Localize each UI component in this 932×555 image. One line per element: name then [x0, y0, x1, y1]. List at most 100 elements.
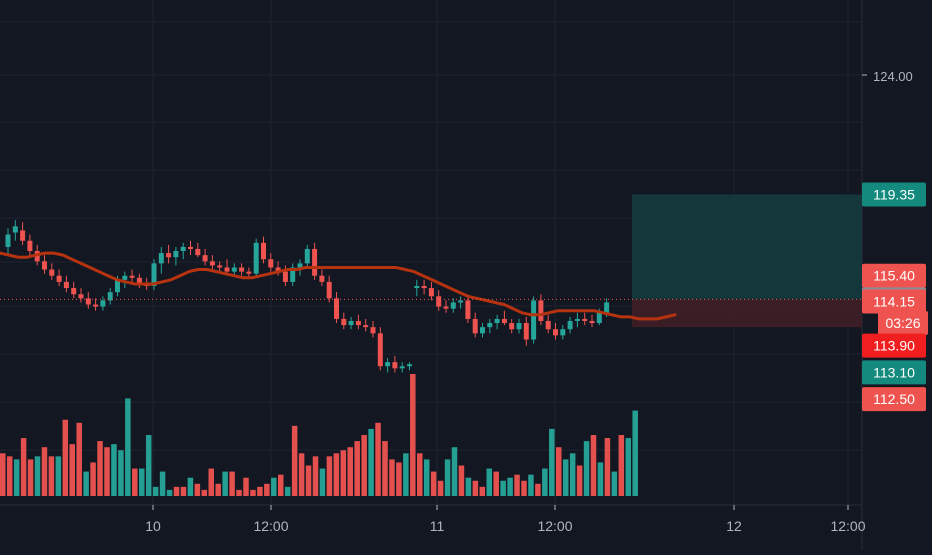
volume-bar — [486, 468, 492, 496]
volume-bar — [187, 477, 194, 496]
candle-body — [501, 318, 507, 324]
price-badge — [862, 360, 926, 385]
candle-body — [129, 275, 135, 278]
candle-body — [567, 320, 573, 330]
price-badge-label: 113.10 — [873, 364, 915, 380]
candle-body — [560, 329, 566, 336]
volume-bar — [201, 489, 208, 496]
volume-bar — [549, 428, 555, 496]
volume-bar — [521, 480, 527, 496]
candle-body — [436, 296, 442, 307]
volume-bar — [27, 459, 34, 496]
volume-bar — [479, 486, 486, 496]
candle-body — [399, 366, 405, 369]
volume-bar — [597, 462, 604, 496]
candle-body — [355, 320, 361, 326]
candle-body — [377, 333, 383, 367]
candle-body — [428, 288, 434, 297]
candle-body — [370, 327, 376, 334]
candle-body — [71, 288, 77, 295]
candle-body — [180, 246, 186, 252]
volume-bar — [354, 441, 360, 496]
volume-bar — [604, 438, 611, 496]
volume-bar — [271, 477, 277, 496]
volume-bar — [20, 438, 27, 496]
candle-body — [385, 362, 391, 367]
volume-bar — [583, 441, 590, 496]
volume-bar — [500, 480, 506, 496]
ma-line — [0, 251, 677, 321]
candle-body — [217, 265, 223, 268]
volume-bar — [48, 456, 55, 496]
candle-body — [414, 286, 420, 289]
time-label: 12 — [726, 518, 742, 534]
volume-bar — [284, 486, 291, 496]
volume-bar — [430, 471, 437, 496]
volume-bar — [145, 435, 152, 496]
time-label: 12:00 — [253, 518, 288, 534]
candle-body — [596, 312, 602, 324]
candle-body — [312, 248, 318, 276]
volume-bar — [13, 459, 20, 496]
volume-bar — [264, 483, 270, 496]
candle-body — [268, 259, 274, 268]
candle-body — [290, 267, 296, 282]
candle-body — [261, 242, 266, 260]
volume-bar — [278, 474, 284, 496]
candle-body — [465, 300, 471, 319]
price-badge — [878, 311, 928, 336]
candlesticks — [5, 220, 610, 373]
price-badge-label: 114.15 — [873, 293, 915, 309]
candle-body — [348, 320, 354, 326]
volume-bar — [576, 465, 583, 496]
volume-bar — [132, 468, 138, 496]
volume-bar — [333, 453, 340, 496]
moving-average — [0, 251, 677, 321]
candle-body — [63, 281, 69, 289]
candle-body — [151, 263, 157, 287]
candle-body — [202, 255, 208, 262]
price-axis[interactable]: 124.00119.35115.40114.25114.1503:26113.9… — [862, 69, 928, 412]
candle-body — [173, 251, 179, 258]
candle-body — [523, 323, 529, 340]
candle-body — [85, 298, 91, 305]
volume-bar — [514, 474, 520, 496]
candle-body — [304, 248, 310, 264]
candle-body — [27, 240, 33, 252]
volume-bar — [152, 486, 159, 496]
volume-bar — [368, 428, 374, 496]
volume-bar — [632, 410, 638, 496]
volume-bar — [611, 471, 618, 496]
time-axis[interactable]: 10 12:00 11 12:00 12 12:00 — [145, 505, 866, 534]
candle-body — [49, 269, 55, 276]
volume-bar — [222, 471, 228, 496]
volume-bar — [458, 465, 465, 496]
candle-body — [253, 242, 259, 274]
price-badge — [862, 289, 926, 314]
volume-bar — [528, 474, 534, 496]
candle-body — [297, 263, 303, 268]
volume-bar — [382, 441, 388, 496]
volume-bar — [472, 480, 479, 496]
volume-bar — [423, 459, 430, 496]
price-badge-label: 115.40 — [873, 268, 915, 284]
volume-bar — [139, 468, 145, 496]
volume-bar — [173, 486, 180, 496]
candle-body — [107, 292, 113, 301]
volume-bar — [569, 453, 576, 496]
candle-body — [166, 253, 172, 258]
candle-body — [282, 271, 288, 282]
candle-body — [275, 267, 281, 272]
volume-bar — [55, 456, 62, 496]
candle-body — [42, 261, 47, 270]
candle-body — [341, 318, 347, 326]
candle-body — [246, 271, 252, 274]
candle-body — [231, 267, 237, 272]
stop-zone — [632, 299, 862, 328]
position-zones[interactable] — [632, 194, 862, 328]
volume-bar — [319, 468, 326, 496]
volume-bar — [465, 477, 472, 496]
volume-bar — [34, 456, 41, 496]
